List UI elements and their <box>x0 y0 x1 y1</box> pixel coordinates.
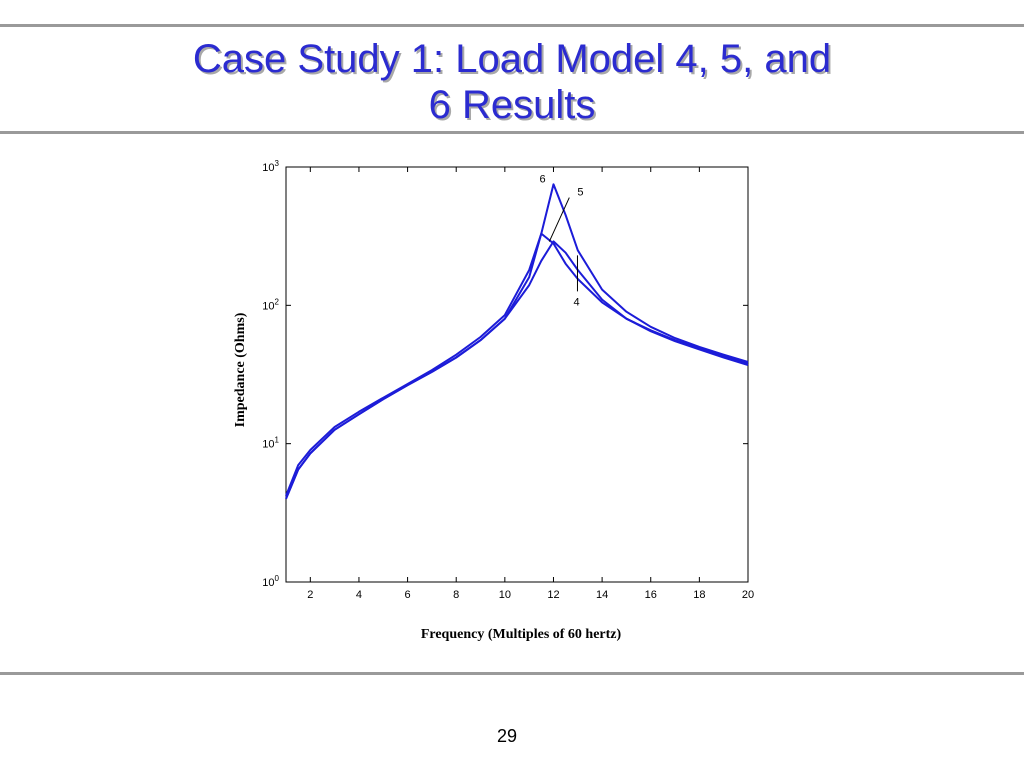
curve-label-6: 6 <box>539 173 545 185</box>
x-tick-label: 16 <box>645 589 657 601</box>
top-rule <box>0 24 1024 27</box>
curve-label-4: 4 <box>573 296 579 308</box>
page-number: 29 <box>496 726 518 746</box>
series-group <box>285 183 749 500</box>
y-tick-label: 101 <box>262 436 279 451</box>
y-tick-label: 100 <box>262 574 279 589</box>
y-tick-label: 102 <box>262 297 279 312</box>
x-axis-label: Frequency (Multiples of 60 hertz) <box>421 627 622 642</box>
series-line-6 <box>285 183 749 500</box>
y-axis-label: Impedance (Ohms) <box>233 312 248 427</box>
x-tick-label: 4 <box>356 589 362 601</box>
x-tick-label: 20 <box>742 589 754 601</box>
series-line-4 <box>285 240 749 500</box>
leader-line <box>548 197 570 242</box>
slide-title: Case Study 1: Load Model 4, 5, and 6 Res… <box>0 36 1024 128</box>
curve-annotations: 4 5 6 <box>539 173 583 308</box>
curve-label-5: 5 <box>577 187 583 199</box>
plot-frame <box>285 166 749 583</box>
x-tick-label: 14 <box>596 589 608 601</box>
slide-title-line-2: 6 Results <box>428 83 596 127</box>
series-line-5 <box>285 232 749 497</box>
x-tick-label: 6 <box>405 589 411 601</box>
slide-title-line-1: Case Study 1: Load Model 4, 5, and <box>192 37 832 81</box>
footer-rule <box>0 672 1024 675</box>
x-tick-label: 8 <box>453 589 459 601</box>
x-tick-label: 10 <box>499 589 511 601</box>
axis-ticks: 2 4 6 8 10 12 14 16 18 20 100 101 102 103 <box>262 159 754 601</box>
y-tick-label: 103 <box>262 159 279 174</box>
title-rule <box>0 131 1024 134</box>
x-tick-label: 18 <box>693 589 705 601</box>
x-tick-label: 12 <box>547 589 559 601</box>
x-tick-label: 2 <box>307 589 313 601</box>
